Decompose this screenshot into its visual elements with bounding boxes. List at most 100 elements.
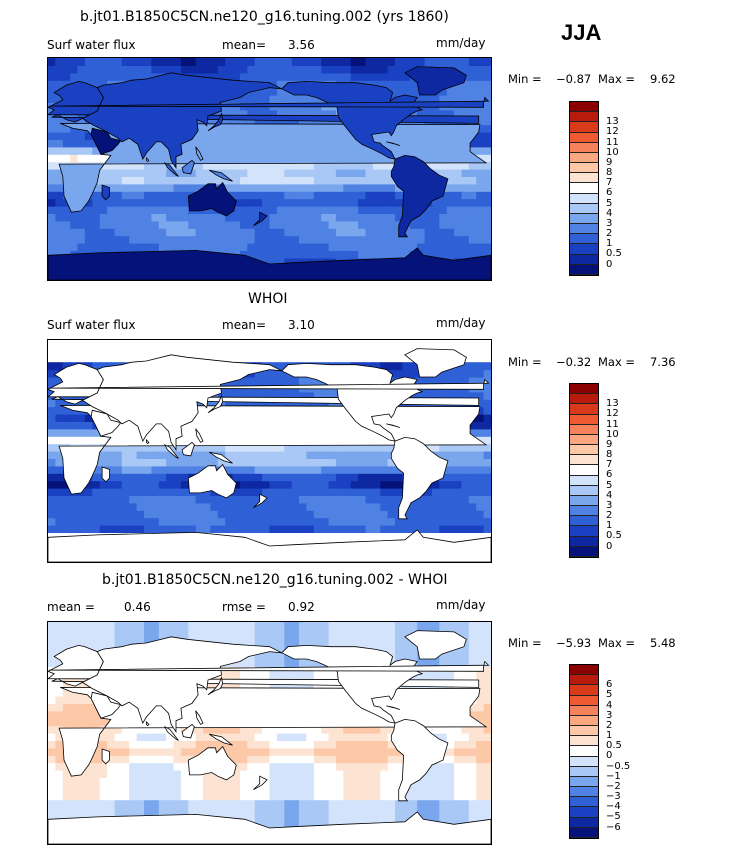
field-cell [335,465,344,474]
field-cell [188,792,197,801]
field-cell [476,235,485,244]
field-cell [99,458,108,467]
colorbar-tick-label: 3 [606,499,613,511]
field-cell [424,814,433,823]
field-cell [151,183,160,192]
field-cell [299,821,307,830]
field-cell [210,161,219,170]
field-cell [454,95,463,103]
field-cell [483,206,491,214]
field-cell [291,495,300,504]
field-cell [195,443,204,452]
field-cell [107,762,116,771]
field-cell [55,95,64,103]
field-cell [476,777,485,786]
field-cell [358,183,367,192]
field-cell [254,443,263,452]
field-cell [225,807,234,815]
field-cell [121,220,130,229]
field-cell [328,517,337,526]
field-cell [365,228,374,237]
field-cell [173,725,182,734]
field-cell [358,792,367,801]
field-cell [454,183,463,192]
field-cell [70,139,79,148]
field-cell [454,755,463,764]
field-cell [409,673,418,682]
field-cell [92,243,101,251]
field-cell [358,458,367,467]
field-cell [321,458,330,467]
field-cell [269,495,278,504]
field-cell [284,169,293,177]
field-cell [84,510,93,519]
field-cell [387,183,396,192]
field-cell [240,510,248,519]
field-cell [328,814,337,823]
field-cell [476,659,485,667]
field-cell [70,696,79,704]
field-cell [55,154,64,163]
field-cell [269,399,278,408]
field-cell [99,799,108,808]
continent-outline [48,247,491,280]
field-cell [306,451,315,459]
field-cell [446,191,455,200]
field-cell [468,488,477,496]
min-value: −0.32 [556,355,592,369]
field-cell [77,421,86,430]
rmse-value: 0.92 [288,600,315,614]
field-cell [476,740,485,749]
field-cell [92,191,101,200]
field-cell [84,703,93,712]
field-cell [84,762,93,771]
field-cell [232,235,241,244]
field-cell [276,169,285,177]
field-cell [84,154,93,163]
field-cell [99,762,108,771]
field-cell [62,696,71,704]
field-cell [424,792,433,801]
field-cell [291,733,300,741]
field-cell [166,792,175,801]
field-cell [180,799,189,808]
field-cell [468,243,477,251]
field-cell [276,755,285,764]
field-cell [417,109,426,118]
field-cell [195,458,204,467]
field-cell [114,807,123,815]
field-cell [217,777,226,786]
field-cell [299,510,307,519]
field-cell [48,154,56,163]
field-cell [306,525,315,533]
field-cell [269,814,278,823]
field-cell [380,740,389,749]
field-cell [232,206,241,214]
field-cell [350,792,359,801]
field-cell [380,443,389,452]
field-cell [180,458,189,467]
field-cell [62,414,71,422]
field-cell [225,399,234,408]
field-cell [173,762,182,771]
field-cell [276,821,285,830]
field-cell [195,228,204,237]
field-cell [247,673,256,682]
field-cell [284,799,293,808]
field-cell [232,243,241,251]
field-cell [92,206,101,214]
field-cell [380,792,389,801]
field-cell [483,651,491,660]
continent-outline [208,451,233,464]
field-cell [232,169,241,177]
field-cell [284,65,293,74]
field-cell [210,681,219,690]
field-cell [107,191,116,200]
continent-outline [195,428,204,443]
field-cell [129,443,138,452]
field-cell [417,95,426,103]
field-cell [84,220,93,229]
field-cell [328,777,337,786]
field-cell [254,784,263,793]
field-cell [269,762,278,771]
